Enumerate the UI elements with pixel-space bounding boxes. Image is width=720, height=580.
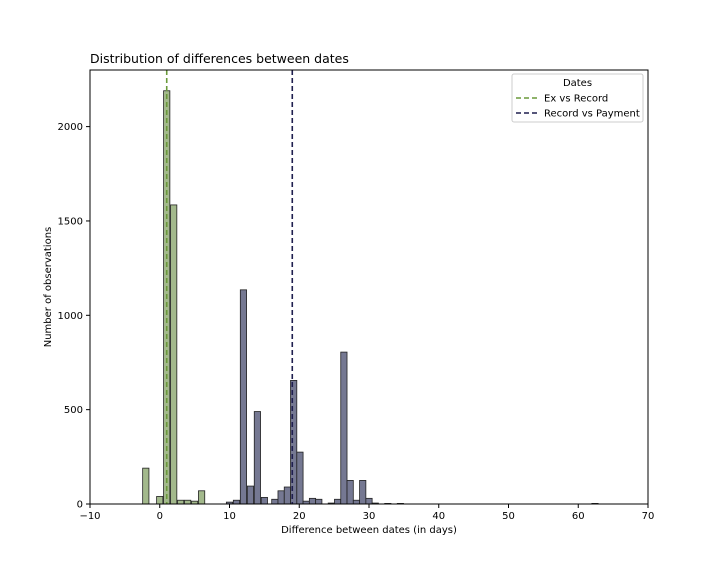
bar-ex-vs-record-0 [142, 467, 150, 505]
y-axis: 0 500 1000 1500 2000 [58, 122, 90, 511]
bar-record-vs-payment-1 [232, 499, 241, 505]
legend: Dates Ex vs Record Record vs Payment [511, 73, 644, 123]
x-tick-label: 10 [223, 511, 236, 522]
x-axis: −10 0 10 20 30 40 50 60 70 [79, 504, 654, 522]
bar-record-vs-payment-12 [308, 497, 317, 505]
x-tick-label: 30 [363, 511, 376, 522]
x-tick-label: 70 [642, 511, 655, 522]
bar-record-vs-payment-18 [352, 499, 360, 505]
legend-label-ex-vs-record: Ex vs Record [544, 94, 608, 105]
legend-label-record-vs-payment: Record vs Payment [544, 109, 640, 120]
bar-record-vs-payment-15 [334, 498, 342, 505]
bar-record-vs-payment-7 [277, 490, 285, 505]
bar-ex-vs-record-5 [184, 499, 192, 505]
bar-record-vs-payment-16 [340, 351, 348, 505]
x-tick-label: −10 [79, 511, 100, 522]
bar-record-vs-payment-10 [296, 451, 304, 505]
bar-record-vs-payment-2 [239, 289, 247, 505]
bar-ex-vs-record-7 [198, 490, 206, 505]
bar-record-vs-payment-3 [246, 485, 254, 505]
x-tick-label: 0 [157, 511, 163, 522]
x-tick-label: 60 [572, 511, 585, 522]
mean-lines-layer [165, 70, 294, 504]
bar-record-vs-payment-20 [365, 497, 373, 505]
x-tick-label: 20 [293, 511, 306, 522]
bars-layer [142, 90, 599, 505]
y-axis-label: Number of observations [43, 227, 54, 348]
legend-box [511, 73, 644, 123]
bar-record-vs-payment-13 [315, 498, 323, 505]
bar-record-vs-payment-8 [283, 486, 291, 505]
x-tick-label: 40 [432, 511, 445, 522]
x-axis-label: Difference between dates (in days) [281, 525, 457, 536]
bar-ex-vs-record-3 [170, 204, 178, 505]
bar-record-vs-payment-5 [260, 496, 268, 505]
bar-ex-vs-record-1 [156, 496, 164, 505]
y-tick-label: 1000 [58, 311, 83, 322]
y-tick-label: 0 [77, 500, 83, 511]
y-tick-label: 2000 [58, 122, 83, 133]
chart-title: Distribution of differences between date… [90, 51, 349, 66]
bar-record-vs-payment-6 [271, 498, 279, 505]
bar-ex-vs-record-4 [177, 499, 185, 505]
legend-title: Dates [563, 78, 592, 89]
y-tick-label: 500 [64, 405, 83, 416]
bar-record-vs-payment-9 [290, 380, 298, 505]
x-tick-label: 50 [502, 511, 515, 522]
y-tick-label: 1500 [58, 216, 83, 227]
bar-record-vs-payment-17 [346, 480, 354, 505]
bar-record-vs-payment-4 [253, 411, 261, 505]
bar-record-vs-payment-19 [359, 480, 367, 505]
